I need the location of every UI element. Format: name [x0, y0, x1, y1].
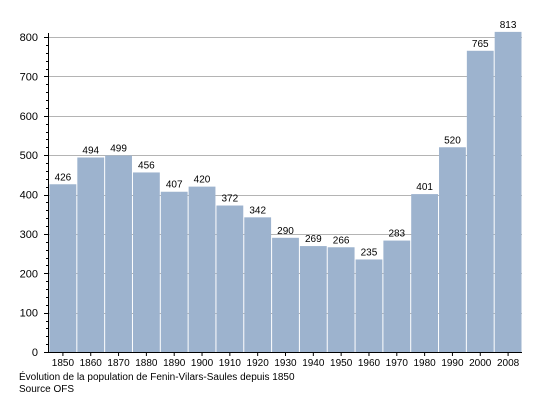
x-tick-label: 1890	[163, 358, 186, 369]
bar	[355, 259, 383, 352]
bar	[132, 172, 160, 352]
y-tick-label: 200	[20, 268, 38, 280]
bars	[49, 31, 522, 352]
y-tick-label: 600	[20, 111, 38, 123]
data-label: 283	[388, 229, 405, 240]
bar	[439, 147, 466, 352]
x-tick-label: 1970	[386, 358, 409, 369]
bar	[77, 157, 105, 352]
y-tick-label: 0	[32, 347, 38, 359]
y-tick-label: 400	[20, 190, 38, 202]
x-tick-label: 1870	[107, 358, 130, 369]
bar	[272, 237, 299, 352]
bar	[244, 217, 272, 352]
data-label: 499	[110, 144, 127, 155]
y-tick-label: 500	[20, 150, 38, 162]
data-label: 372	[222, 194, 239, 205]
x-tick-label: 1950	[330, 358, 353, 369]
y-tick-label: 100	[20, 308, 38, 320]
y-tick-labels: 0 100 200 300 400 500 600 700 800	[20, 32, 38, 359]
data-label: 266	[333, 235, 350, 246]
x-tick-label: 1940	[302, 358, 325, 369]
data-label: 342	[249, 205, 266, 216]
data-label: 401	[416, 182, 433, 193]
x-tick-label: 1900	[191, 358, 214, 369]
x-tick-label: 2000	[469, 358, 492, 369]
x-tick-label: 1980	[413, 358, 436, 369]
x-tick-label: 1850	[52, 358, 75, 369]
y-tick-label: 800	[20, 32, 38, 44]
x-tick-label: 1910	[219, 358, 242, 369]
x-tick-labels: 1850 1860 1870 1880 1890 1900 1910 1920 1930 1940…	[52, 358, 520, 369]
bar	[383, 240, 411, 352]
data-label: 426	[55, 172, 72, 183]
x-tick-label: 1960	[358, 358, 381, 369]
bar	[466, 50, 494, 352]
x-tick-label: 1930	[274, 358, 297, 369]
x-tick-label: 1990	[441, 358, 464, 369]
data-label: 765	[472, 39, 489, 50]
bar	[160, 191, 188, 352]
bar	[49, 184, 77, 352]
y-tick-label: 700	[20, 71, 38, 83]
bar	[327, 247, 355, 352]
bar	[188, 186, 216, 352]
data-label: 235	[361, 247, 378, 258]
bar	[494, 31, 522, 352]
bar	[105, 155, 132, 352]
bar	[299, 246, 327, 352]
data-label: 290	[277, 226, 294, 237]
chart-source: Source OFS	[19, 384, 75, 395]
data-labels: 426 494 499 456 407 420 372 342 290 269 266 235 283 4…	[55, 20, 517, 259]
data-label: 269	[305, 234, 322, 245]
x-tick-label: 1860	[80, 358, 103, 369]
data-label: 494	[82, 145, 99, 156]
x-tick-label: 1920	[247, 358, 270, 369]
y-tick-label: 300	[20, 229, 38, 241]
x-tick-label: 1880	[135, 358, 158, 369]
bar	[411, 194, 439, 352]
data-label: 456	[138, 160, 155, 171]
data-label: 813	[500, 20, 517, 31]
chart-caption: Évolution de la population de Fenin-Vila…	[19, 372, 295, 383]
axes	[44, 33, 522, 356]
data-label: 420	[194, 175, 211, 186]
data-label: 407	[166, 180, 183, 191]
data-label: 520	[444, 135, 461, 146]
bar	[216, 205, 244, 352]
x-tick-label: 2008	[497, 358, 520, 369]
